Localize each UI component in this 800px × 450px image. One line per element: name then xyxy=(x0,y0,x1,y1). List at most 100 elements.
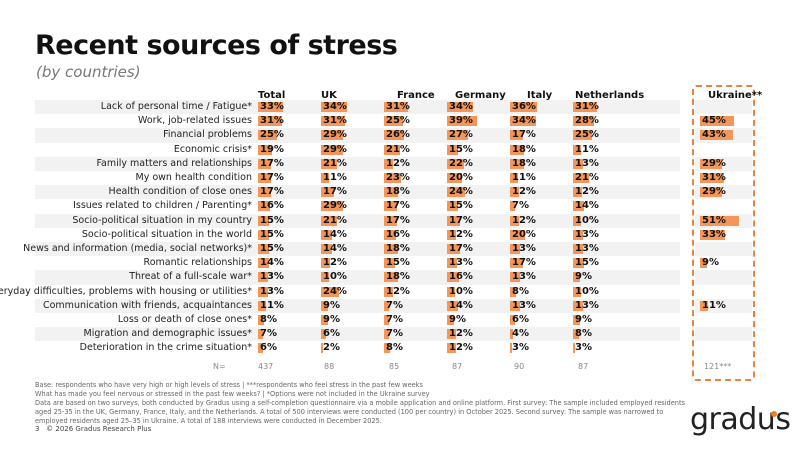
value-cell: 13% xyxy=(510,242,536,256)
value-bar xyxy=(447,286,455,297)
value-label: 7% xyxy=(386,314,403,325)
value-label: 31% xyxy=(260,115,284,127)
value-cell: 7% xyxy=(510,199,529,213)
value-bar xyxy=(384,158,394,169)
value-label: 9% xyxy=(702,257,719,269)
value-bar xyxy=(510,116,536,127)
row-label: Everyday difficulties, problems with hou… xyxy=(0,285,252,297)
value-cell: 15% xyxy=(258,242,284,256)
value-cell: 13% xyxy=(258,270,284,284)
value-bar xyxy=(384,329,390,340)
value-cell: 12% xyxy=(384,157,410,171)
value-cell: 12% xyxy=(510,185,536,199)
value-bar xyxy=(384,300,390,311)
value-label: 8% xyxy=(386,342,403,354)
value-label: 11% xyxy=(323,172,347,183)
value-label: 15% xyxy=(449,200,473,212)
value-cell: 9% xyxy=(700,256,719,270)
value-bar xyxy=(447,158,464,169)
value-label: 12% xyxy=(512,186,536,198)
value-label: 13% xyxy=(260,271,284,283)
value-bar xyxy=(258,158,271,169)
value-cell: 11% xyxy=(700,299,726,313)
value-bar xyxy=(510,215,520,226)
value-bar xyxy=(447,144,459,155)
value-bar xyxy=(384,272,398,283)
value-cell: 25% xyxy=(573,128,599,142)
value-bar xyxy=(384,215,397,226)
value-cell: 21% xyxy=(573,171,599,185)
n-value: 87 xyxy=(578,361,589,371)
value-cell: 29% xyxy=(700,185,726,199)
value-cell: 11% xyxy=(573,143,599,157)
value-bar xyxy=(700,300,709,311)
ukraine-row-stripe xyxy=(695,341,752,355)
row-label: Deterioration in the crime situation* xyxy=(79,342,252,354)
value-label: 8% xyxy=(512,285,529,297)
value-label: 21% xyxy=(575,172,599,183)
value-bar xyxy=(510,102,538,112)
value-label: 45% xyxy=(702,115,726,127)
value-label: 16% xyxy=(386,228,410,240)
value-cell: 9% xyxy=(447,313,466,327)
value-label: 15% xyxy=(260,214,284,226)
page-number: 3 xyxy=(35,425,40,433)
value-label: 12% xyxy=(575,186,599,198)
value-label: 29% xyxy=(323,129,347,141)
value-bar xyxy=(573,300,583,311)
column-header: Germany xyxy=(455,90,506,101)
value-bar xyxy=(384,116,403,127)
value-label: 13% xyxy=(512,271,536,283)
value-label: 17% xyxy=(512,129,536,141)
page-footer: 3 © 2026 Gradus Research Plus xyxy=(35,425,151,433)
value-cell: 21% xyxy=(384,143,410,157)
value-bar xyxy=(510,272,520,283)
value-bar xyxy=(321,144,344,155)
value-label: 11% xyxy=(702,299,726,311)
row-label: Lack of personal time / Fatigue* xyxy=(100,101,252,112)
value-cell: 18% xyxy=(510,157,536,171)
row-label: Communication with friends, acquaintance… xyxy=(42,299,252,311)
n-value: 121*** xyxy=(704,361,732,371)
value-bar xyxy=(321,258,331,269)
value-cell: 8% xyxy=(384,341,403,355)
table-row xyxy=(35,327,680,342)
value-label: 6% xyxy=(512,314,529,325)
value-cell: 31% xyxy=(384,100,410,114)
value-label: 51% xyxy=(702,214,726,226)
row-label: Economic crisis* xyxy=(173,143,252,155)
value-bar xyxy=(321,244,332,254)
value-label: 15% xyxy=(449,143,473,155)
value-cell: 13% xyxy=(447,256,473,270)
value-cell: 26% xyxy=(384,128,410,142)
value-cell: 51% xyxy=(700,214,739,228)
value-cell: 17% xyxy=(384,214,410,228)
value-cell: 20% xyxy=(447,171,473,185)
value-cell: 14% xyxy=(258,256,284,270)
value-cell: 13% xyxy=(573,299,599,313)
value-bar xyxy=(510,315,515,325)
value-label: 43% xyxy=(702,129,726,141)
value-label: 17% xyxy=(260,186,284,198)
value-bar xyxy=(384,201,397,212)
value-label: 6% xyxy=(323,328,340,340)
value-cell: 14% xyxy=(573,199,599,213)
value-cell: 14% xyxy=(321,228,347,242)
value-bar xyxy=(447,187,466,198)
value-cell: 29% xyxy=(321,199,347,213)
value-label: 12% xyxy=(512,214,536,226)
value-bar xyxy=(573,272,580,283)
value-label: 10% xyxy=(449,285,473,297)
value-bar xyxy=(384,187,398,198)
ukraine-row-stripe xyxy=(695,242,752,257)
value-label: 31% xyxy=(575,101,599,112)
value-cell: 13% xyxy=(573,228,599,242)
value-label: 3% xyxy=(575,342,592,354)
value-label: 34% xyxy=(323,101,347,112)
row-label: Issues related to children / Parenting* xyxy=(73,200,252,212)
value-bar xyxy=(510,173,519,183)
value-cell: 10% xyxy=(447,285,473,299)
value-bar xyxy=(573,315,580,325)
value-label: 13% xyxy=(260,285,284,297)
value-label: 29% xyxy=(702,157,726,169)
